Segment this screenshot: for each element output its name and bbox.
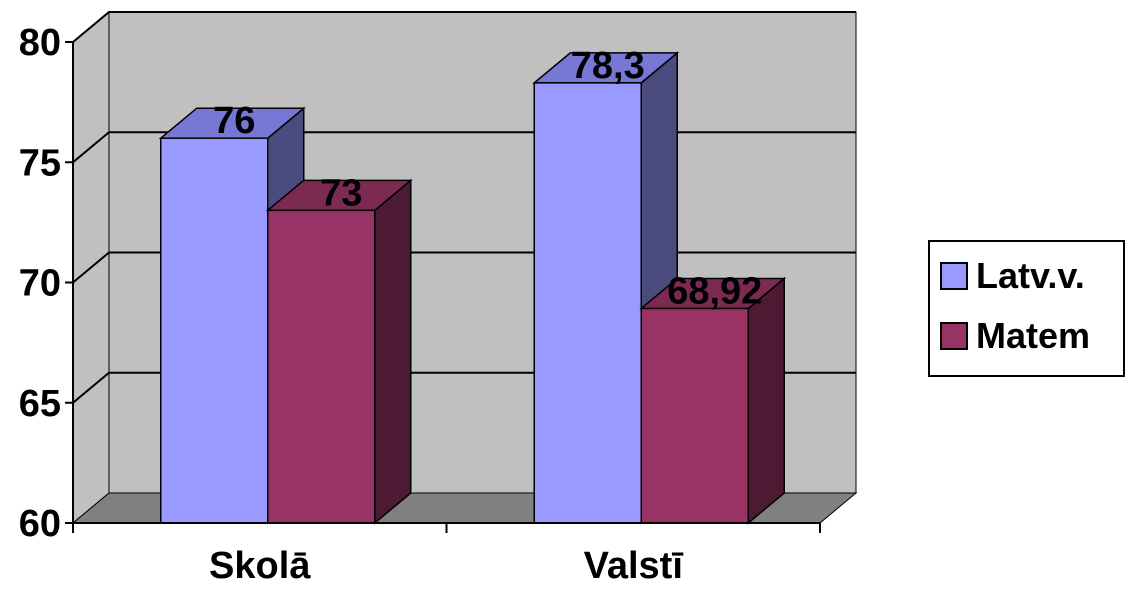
data-label: 73 [320, 172, 362, 214]
bar-front [533, 82, 642, 524]
bar-front [267, 209, 376, 524]
data-label: 76 [213, 100, 255, 142]
legend-label: Latv.v. [976, 255, 1085, 296]
legend-swatch [940, 262, 968, 290]
bars [158, 51, 787, 525]
data-labels: 76 73 78,3 68,92 [213, 45, 762, 313]
y-tick-label: 60 [19, 503, 61, 545]
legend-swatch [940, 322, 968, 350]
bar [639, 276, 787, 525]
bar-front [160, 137, 269, 524]
y-axis: 60 65 70 75 80 [19, 22, 74, 545]
legend: Latv.v. Matem [928, 240, 1125, 377]
y-tick-label: 80 [19, 22, 61, 64]
legend-label: Matem [976, 315, 1090, 356]
x-tick-label: Skolā [209, 545, 311, 587]
x-tick-label: Valstī [584, 545, 684, 587]
y-tick-label: 75 [19, 142, 61, 184]
bar-front [640, 307, 749, 524]
gridline [72, 11, 856, 43]
bar-side [747, 276, 785, 525]
bar [265, 178, 413, 525]
data-label: 78,3 [571, 45, 645, 87]
y-tick-label: 65 [19, 383, 61, 425]
bar-side [374, 178, 412, 525]
x-axis: Skolā Valstī [72, 522, 821, 587]
data-label: 68,92 [667, 270, 762, 312]
y-tick-label: 70 [19, 263, 61, 305]
